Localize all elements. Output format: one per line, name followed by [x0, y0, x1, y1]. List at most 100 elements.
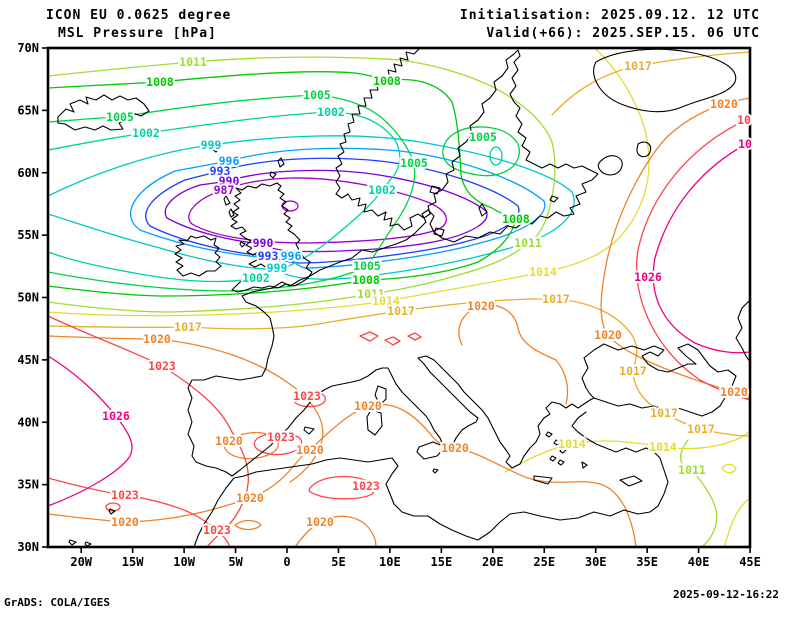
- x-tick-label: 15E: [431, 555, 453, 569]
- contour-label-1020: 1020: [720, 385, 748, 399]
- isobar-1011-levant: [680, 439, 718, 547]
- x-tick-label: 5E: [331, 555, 345, 569]
- coastline-ireland: [174, 235, 222, 277]
- isobar-1017: [48, 298, 750, 437]
- y-tick-label: 30N: [17, 540, 39, 554]
- isobar-1014-syria: [721, 463, 737, 474]
- y-tick-label: 55N: [17, 228, 39, 242]
- contour-label-1008: 1008: [502, 212, 530, 226]
- contour-label-1014: 1014: [372, 294, 400, 308]
- contour-label-1008: 1008: [373, 74, 401, 88]
- x-tick-label: 5W: [228, 555, 243, 569]
- contour-label-1017: 1017: [387, 304, 415, 318]
- x-tick-label: 10W: [173, 555, 195, 569]
- isobar-1026-east: [652, 141, 750, 354]
- x-tick-label: 20W: [70, 555, 92, 569]
- contour-label-1017: 1017: [174, 320, 202, 334]
- contour-label-1005: 1005: [469, 130, 497, 144]
- lake-ladoga: [597, 155, 623, 176]
- contour-label-1017: 1017: [687, 422, 715, 436]
- contour-label-1026: 1026: [634, 270, 662, 284]
- isobar-1023-alps: [359, 331, 422, 346]
- islands-aegean: [545, 431, 573, 466]
- contour-label-1023: 1023: [148, 359, 176, 373]
- contour-label-1026: 1026: [102, 409, 130, 423]
- contour-label-1002: 1002: [132, 126, 160, 140]
- contour-label-1017: 1017: [650, 406, 678, 420]
- x-tick-label: 30E: [585, 555, 607, 569]
- contour-label-1002: 1002: [242, 271, 270, 285]
- isobar-1002: [48, 111, 401, 283]
- contour-label-1020: 1020: [710, 97, 738, 111]
- contour-label-987: 987: [214, 183, 235, 197]
- x-tick-label: 20E: [482, 555, 504, 569]
- isobar-1002-bothnia: [489, 146, 503, 166]
- contour-label-1020: 1020: [143, 332, 171, 346]
- coastlines: [57, 48, 750, 547]
- contour-label-1023: 1023: [111, 488, 139, 502]
- contour-label-1023: 1023: [267, 430, 295, 444]
- isobar-999: [48, 135, 575, 280]
- init-time: Initialisation: 2025.09.12. 12 UTC: [459, 8, 760, 23]
- y-tick-label: 35N: [17, 478, 39, 492]
- contour-label-993: 993: [258, 249, 279, 263]
- contour-label-1020: 1020: [306, 515, 334, 529]
- contour-label-999: 999: [267, 261, 288, 275]
- isobar-1023-pyrenees: [293, 391, 327, 408]
- x-tick-label: 25E: [533, 555, 555, 569]
- contour-label-1011: 1011: [179, 55, 207, 69]
- contour-label-1017: 1017: [624, 59, 652, 73]
- contour-label-993: 993: [210, 164, 231, 178]
- isobar-1014: [48, 48, 650, 317]
- contour-label-1005: 1005: [353, 259, 381, 273]
- contour-label-1005: 1005: [303, 88, 331, 102]
- coastline-white-sea: [593, 48, 737, 113]
- contour-label-1020: 1020: [441, 441, 469, 455]
- contour-label-1020: 1020: [215, 434, 243, 448]
- isobar-1023-spain: [253, 432, 303, 456]
- isobar-984: [281, 200, 299, 212]
- x-tick-label: 15W: [122, 555, 144, 569]
- isobar-1020-atlantic: [48, 335, 324, 483]
- isobar-1008: [48, 71, 517, 297]
- y-tick-label: 70N: [17, 41, 39, 55]
- isobar-1026-west: [48, 355, 133, 507]
- contour-label-1026: 10: [738, 137, 752, 151]
- islands-atlantic: [68, 468, 439, 547]
- contour-label-1008: 1008: [352, 273, 380, 287]
- isobar-996: [130, 147, 546, 269]
- coastline-turkey-africa: [193, 411, 669, 547]
- contour-label-1002: 1002: [317, 105, 345, 119]
- isobar-987: [188, 177, 448, 244]
- contour-label-1005: 1005: [106, 110, 134, 124]
- contour-labels: 1011100810051002999996993990987100810051…: [100, 53, 754, 539]
- y-tick-label: 50N: [17, 291, 39, 305]
- isobar-1005: [48, 94, 416, 292]
- x-tick-label: 45E: [739, 555, 761, 569]
- model-title: ICON EU 0.0625 degree: [46, 8, 232, 23]
- contour-label-990: 990: [253, 236, 274, 250]
- isobar-990: [164, 169, 488, 253]
- isobar-1023-tunisia: [308, 475, 375, 500]
- isobar-1023-west: [48, 315, 250, 547]
- isobar-1011: [48, 56, 556, 313]
- y-tick-label: 65N: [17, 103, 39, 117]
- contour-label-1023: 1023: [293, 389, 321, 403]
- contour-label-1020: 1020: [354, 399, 382, 413]
- axis-ticks: [42, 47, 751, 553]
- x-tick-label: 40E: [688, 555, 710, 569]
- contour-label-1017: 1017: [542, 292, 570, 306]
- x-tick-label: 35E: [636, 555, 658, 569]
- isobar-lines: [48, 48, 750, 547]
- contour-label-1023: 1023: [352, 479, 380, 493]
- isobar-1020-east: [600, 97, 750, 401]
- isobar-993: [145, 157, 520, 264]
- field-title: MSL Pressure [hPa]: [58, 26, 217, 41]
- contour-label-1023: 10: [737, 113, 751, 127]
- isobar-1020-africa: [48, 403, 637, 547]
- y-tick-label: 40N: [17, 415, 39, 429]
- isobar-1017-northeast: [551, 51, 750, 116]
- contour-label-1023: 1023: [203, 523, 231, 537]
- islands-north: [211, 144, 559, 248]
